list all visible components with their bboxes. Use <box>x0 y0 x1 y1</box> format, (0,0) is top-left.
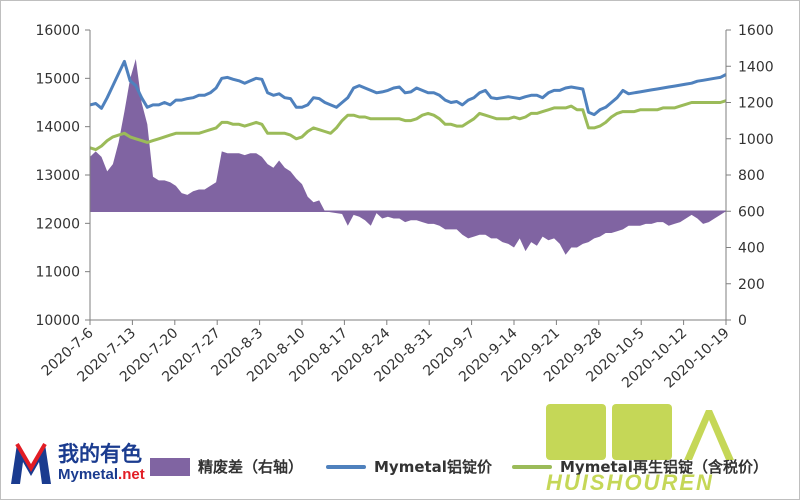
legend-item-blue: Mymetal铝锭价 <box>326 456 492 477</box>
watermark-box-1 <box>546 404 606 460</box>
left-tick-label: 12000 <box>35 216 80 232</box>
right-tick-label: 0 <box>738 313 747 329</box>
left-tick-label: 16000 <box>35 23 80 39</box>
legend-label-green: Mymetal再生铝锭（含税价） <box>560 458 768 476</box>
left-tick-label: 10000 <box>35 313 80 329</box>
logo-url-text: Mymetal.net <box>58 466 145 483</box>
legend-swatch-blue <box>326 464 366 469</box>
left-tick-label: 13000 <box>35 168 80 184</box>
legend-label-blue: Mymetal铝锭价 <box>374 458 492 476</box>
right-tick-label: 1400 <box>738 59 774 75</box>
right-tick-label: 600 <box>738 204 765 220</box>
left-tick-label: 11000 <box>35 265 80 281</box>
left-tick-label: 14000 <box>35 120 80 136</box>
watermark-person-icon <box>684 410 734 460</box>
right-tick-label: 1000 <box>738 132 774 148</box>
area-series <box>90 59 726 255</box>
right-tick-label: 1600 <box>738 23 774 39</box>
right-tick-label: 200 <box>738 277 765 293</box>
chart: 10000 11000 12000 13000 14000 15000 16000 0 200 4… <box>35 23 774 391</box>
watermark-box-2 <box>612 404 672 460</box>
huishouren-watermark: HUISHOUREN <box>540 398 740 500</box>
m-logo-icon <box>11 442 51 484</box>
right-tick-label: 1200 <box>738 96 774 112</box>
watermark-text: HUISHOUREN <box>546 470 714 495</box>
line-series-1 <box>89 59 727 117</box>
legend-swatch-area <box>150 457 190 476</box>
line-series-2 <box>89 99 727 152</box>
logo-cn-text: 我的有色 <box>58 442 142 466</box>
right-tick-label: 800 <box>738 168 765 184</box>
right-tick-label: 400 <box>738 241 765 257</box>
legend-label-area: 精废差（右轴） <box>198 458 304 476</box>
mymetal-logo: 我的有色 Mymetal.net <box>6 436 145 492</box>
legend-item-green: Mymetal再生铝锭（含税价） <box>512 456 768 477</box>
left-tick-label: 15000 <box>35 71 80 87</box>
legend-item-area: 精废差（右轴） <box>150 456 303 477</box>
legend-swatch-green <box>512 464 552 469</box>
